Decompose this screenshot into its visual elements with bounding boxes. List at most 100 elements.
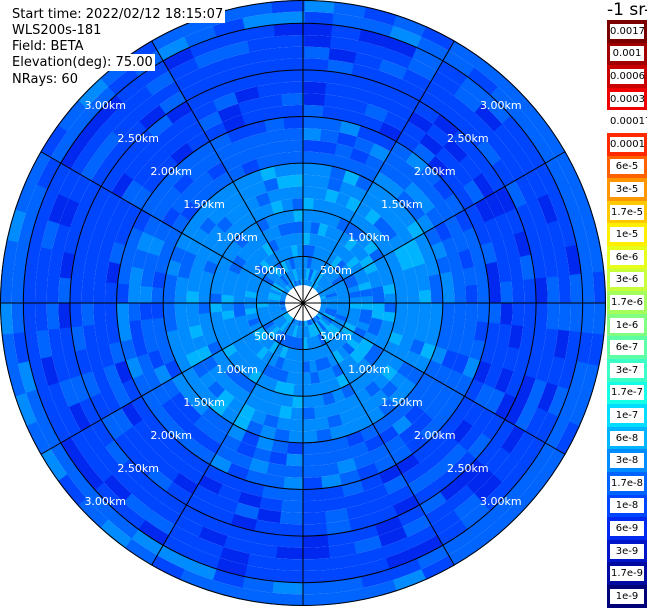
- data-cell: [254, 71, 282, 87]
- data-cell: [292, 384, 303, 397]
- data-cell: [120, 401, 143, 427]
- data-cell: [453, 396, 475, 421]
- data-cell: [525, 168, 549, 200]
- data-cell: [350, 524, 379, 543]
- data-cell: [192, 255, 208, 271]
- data-cell: [81, 301, 95, 327]
- data-cell: [553, 247, 570, 278]
- data-cell: [285, 139, 304, 153]
- data-cell: [86, 345, 104, 372]
- data-cell: [291, 395, 303, 408]
- data-cell: [494, 212, 514, 240]
- data-cell: [298, 256, 304, 269]
- data-cell: [388, 558, 422, 581]
- data-cell: [424, 329, 440, 347]
- data-cell: [542, 249, 559, 279]
- data-cell: [152, 270, 167, 289]
- data-cell: [259, 424, 277, 440]
- ring-label: 2.00km: [414, 165, 456, 178]
- data-cell: [293, 209, 304, 222]
- data-cell: [154, 331, 170, 350]
- ring-label: 1.50km: [183, 396, 225, 409]
- data-cell: [208, 453, 232, 474]
- colorbar-swatch: 6e-6: [607, 246, 647, 270]
- ring-label: 3.00km: [84, 99, 126, 112]
- colorbar-swatch: 3e-8: [607, 449, 647, 473]
- data-cell: [372, 416, 393, 435]
- data-cell: [303, 244, 310, 257]
- data-cell: [484, 388, 506, 415]
- data-cells: [0, 0, 606, 606]
- ring-label: 500m: [254, 330, 286, 343]
- data-cell: [401, 514, 432, 538]
- ring-label: 500m: [320, 264, 352, 277]
- data-cell: [293, 256, 300, 269]
- data-cell: [233, 288, 247, 297]
- data-cell: [349, 296, 362, 304]
- data-cell: [47, 327, 64, 357]
- data-cell: [303, 198, 315, 211]
- data-cell: [100, 191, 122, 218]
- colorbar-swatch: 0.0001: [607, 133, 647, 157]
- data-cell: [190, 189, 210, 210]
- data-cell: [131, 94, 161, 122]
- data-cell: [346, 337, 360, 351]
- data-cell: [247, 36, 278, 53]
- data-cell: [384, 547, 417, 570]
- data-cell: [112, 111, 141, 140]
- data-cell: [242, 261, 257, 274]
- data-cell: [415, 392, 435, 413]
- ring-label: 1.00km: [216, 231, 258, 244]
- data-cell: [303, 186, 316, 199]
- data-cell: [251, 250, 265, 265]
- data-cell: [331, 275, 344, 286]
- data-cell: [530, 252, 547, 280]
- data-cell: [526, 198, 548, 229]
- data-cell: [592, 303, 606, 337]
- data-cell: [326, 252, 338, 266]
- data-cell: [58, 377, 80, 408]
- data-cell: [313, 258, 323, 272]
- data-cell: [170, 391, 191, 413]
- data-cell: [402, 121, 428, 144]
- data-cell: [349, 147, 371, 165]
- data-cell: [331, 436, 350, 452]
- data-cell: [181, 366, 200, 386]
- data-cell: [283, 465, 303, 478]
- data-cell: [279, 81, 305, 95]
- data-cell: [343, 354, 358, 370]
- data-cell: [274, 279, 286, 290]
- data-cell: [331, 228, 345, 243]
- data-cell: [93, 279, 107, 303]
- data-cell: [443, 390, 465, 414]
- data-cell: [327, 542, 357, 559]
- data-cell: [310, 257, 318, 270]
- data-cell: [192, 536, 224, 558]
- data-cell: [164, 226, 183, 247]
- data-cell: [141, 389, 162, 413]
- data-cell: [497, 77, 530, 110]
- data-cell: [462, 266, 477, 287]
- data-cell: [151, 286, 164, 303]
- colorbar-label: 1e-6: [610, 317, 644, 333]
- colorbar-swatch: 1e-8: [607, 494, 647, 518]
- data-cell: [201, 406, 221, 426]
- data-cell: [0, 301, 14, 335]
- data-cell: [360, 114, 385, 134]
- data-cell: [332, 242, 345, 257]
- data-cell: [179, 120, 205, 143]
- data-cell: [302, 418, 317, 432]
- data-cell: [272, 314, 285, 324]
- data-cell: [349, 75, 377, 93]
- data-cell: [330, 337, 342, 351]
- data-cell: [474, 57, 507, 88]
- data-cell: [86, 122, 114, 153]
- data-cell: [104, 439, 130, 467]
- data-cell: [366, 269, 381, 282]
- colorbar-swatch: 1e-5: [607, 223, 647, 247]
- colorbar-swatch: 6e-9: [607, 517, 647, 541]
- data-cell: [274, 356, 285, 370]
- data-cell: [282, 321, 292, 334]
- data-cell: [233, 302, 246, 311]
- data-cell: [115, 75, 147, 104]
